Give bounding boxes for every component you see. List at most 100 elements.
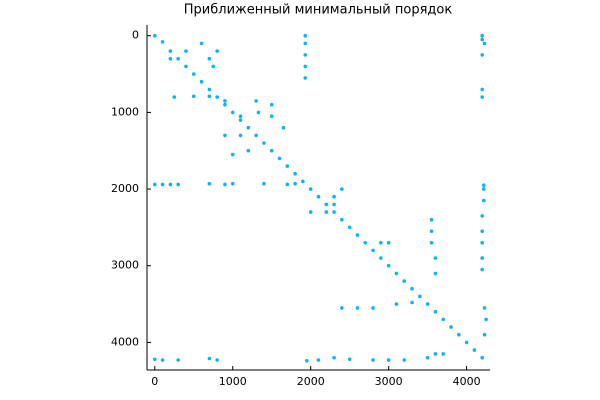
point: [340, 306, 344, 310]
point: [160, 358, 165, 362]
point: [429, 217, 434, 222]
point: [207, 356, 212, 361]
point: [481, 187, 486, 191]
point: [379, 240, 383, 245]
point: [152, 33, 157, 38]
point: [230, 110, 235, 115]
x-tick-label: 1000: [219, 375, 247, 388]
x-tick-label: 2000: [297, 375, 325, 388]
point: [303, 76, 308, 80]
y-tick-label: 4000: [111, 335, 139, 348]
point: [281, 125, 286, 130]
point: [211, 64, 216, 69]
point: [394, 271, 399, 276]
point: [441, 352, 446, 356]
point: [269, 102, 274, 107]
point: [402, 358, 407, 362]
point: [293, 171, 297, 176]
point: [340, 217, 344, 222]
point: [176, 182, 180, 187]
point: [386, 358, 391, 362]
point: [168, 49, 173, 53]
point: [176, 358, 180, 362]
point: [433, 256, 438, 260]
point: [482, 306, 487, 310]
point: [207, 181, 212, 186]
point: [480, 33, 485, 38]
point: [480, 214, 485, 218]
point: [303, 33, 308, 38]
point: [482, 332, 487, 337]
point: [480, 256, 485, 260]
point: [254, 99, 258, 103]
point: [269, 148, 274, 153]
point: [223, 182, 227, 187]
point: [223, 102, 227, 107]
point: [316, 358, 321, 362]
y-tick-label: 2000: [111, 182, 139, 195]
point: [347, 357, 352, 362]
point: [355, 306, 360, 310]
point: [394, 302, 399, 306]
point: [433, 352, 438, 356]
x-tick-label: 3000: [375, 375, 403, 388]
point: [340, 187, 344, 191]
point: [480, 95, 485, 99]
point: [482, 41, 487, 46]
point: [332, 194, 336, 199]
point: [223, 133, 227, 138]
point: [418, 294, 422, 299]
point: [464, 340, 469, 345]
point: [184, 49, 188, 53]
point: [316, 194, 321, 199]
point: [480, 37, 485, 42]
point: [238, 133, 243, 138]
point: [238, 118, 243, 122]
point: [160, 40, 165, 44]
point: [230, 181, 235, 186]
point: [429, 229, 434, 234]
point: [433, 271, 438, 276]
point: [176, 56, 180, 61]
point: [481, 198, 486, 203]
point: [332, 355, 336, 360]
point: [168, 56, 173, 61]
point: [269, 114, 274, 119]
point: [215, 49, 219, 53]
point: [262, 181, 266, 186]
point: [199, 79, 204, 84]
point: [238, 114, 243, 119]
point: [308, 210, 313, 214]
point: [386, 240, 391, 245]
point: [303, 53, 308, 57]
point: [215, 358, 219, 362]
point: [472, 348, 477, 352]
point: [246, 148, 251, 153]
point: [254, 133, 258, 138]
y-tick-label: 1000: [111, 105, 139, 118]
point: [480, 267, 485, 272]
point: [230, 152, 235, 157]
point: [449, 325, 453, 329]
point: [371, 358, 375, 362]
point: [457, 332, 461, 337]
point: [160, 182, 165, 187]
point: [332, 202, 336, 207]
point: [480, 87, 485, 92]
point: [308, 187, 313, 191]
point: [371, 306, 375, 310]
point: [207, 94, 212, 99]
point: [355, 233, 360, 237]
point: [199, 41, 204, 46]
point: [441, 317, 446, 322]
x-tick-label: 4000: [453, 375, 481, 388]
point: [215, 95, 219, 99]
point: [425, 355, 430, 360]
point: [303, 64, 308, 69]
point: [324, 202, 329, 207]
point: [207, 87, 212, 92]
point: [246, 125, 251, 130]
point: [433, 309, 438, 314]
point: [168, 182, 173, 187]
